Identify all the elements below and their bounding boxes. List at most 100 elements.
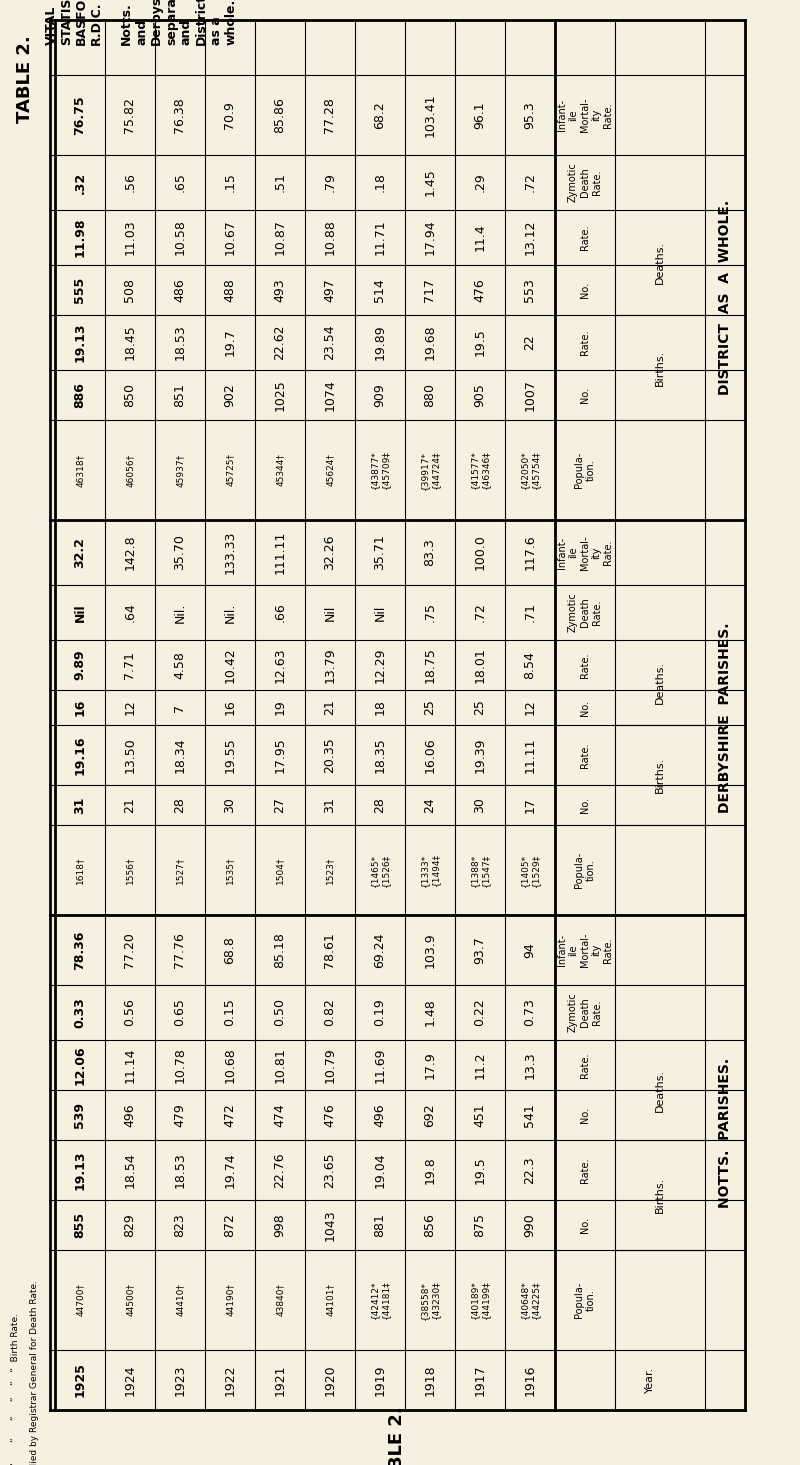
- Text: 68.8: 68.8: [223, 936, 237, 964]
- Text: Nil: Nil: [323, 604, 337, 621]
- Text: 103.9: 103.9: [423, 932, 437, 968]
- Text: Nil: Nil: [374, 604, 386, 621]
- Text: 851: 851: [174, 382, 186, 407]
- Text: 45624†: 45624†: [326, 454, 334, 486]
- Text: 1043: 1043: [323, 1209, 337, 1241]
- Text: .75: .75: [423, 602, 437, 623]
- Text: 0.82: 0.82: [323, 999, 337, 1027]
- Text: 19.74: 19.74: [223, 1151, 237, 1188]
- Text: 717: 717: [423, 278, 437, 302]
- Text: 7.71: 7.71: [123, 650, 137, 678]
- Text: 16.06: 16.06: [423, 737, 437, 774]
- Text: 45344†: 45344†: [275, 454, 285, 486]
- Text: 9.89: 9.89: [74, 649, 86, 680]
- Text: 12.63: 12.63: [274, 648, 286, 683]
- Text: 1074: 1074: [323, 379, 337, 410]
- Text: 496: 496: [123, 1103, 137, 1127]
- Text: 474: 474: [274, 1103, 286, 1127]
- Text: 27: 27: [274, 797, 286, 813]
- Text: Rate.: Rate.: [580, 330, 590, 355]
- Text: 24: 24: [423, 797, 437, 813]
- Text: 10.78: 10.78: [174, 1047, 186, 1083]
- Text: 13.3: 13.3: [523, 1052, 537, 1078]
- Text: 496: 496: [374, 1103, 386, 1127]
- Text: 0.22: 0.22: [474, 999, 486, 1027]
- Text: 19.7: 19.7: [223, 328, 237, 356]
- Text: 28: 28: [374, 797, 386, 813]
- Text: 77.20: 77.20: [123, 932, 137, 968]
- Text: DISTRICT  AS  A  WHOLE.: DISTRICT AS A WHOLE.: [718, 199, 732, 396]
- Text: 10.81: 10.81: [274, 1047, 286, 1083]
- Text: 514: 514: [374, 278, 386, 302]
- Text: 12.29: 12.29: [374, 648, 386, 683]
- Text: 32.26: 32.26: [323, 535, 337, 570]
- Text: 45725†: 45725†: [226, 454, 234, 486]
- Text: 855: 855: [74, 1212, 86, 1238]
- Text: 829: 829: [123, 1213, 137, 1236]
- Text: Infant-
ile
Mortal-
ity
Rate.: Infant- ile Mortal- ity Rate.: [557, 933, 614, 967]
- Text: 19: 19: [274, 700, 286, 715]
- Text: 0.19: 0.19: [374, 999, 386, 1027]
- Text: 11.11: 11.11: [523, 737, 537, 772]
- Text: † “      “       “      “     “    “   “  Birth Rate.: † “ “ “ “ “ “ “ Birth Rate.: [10, 1314, 19, 1465]
- Text: 1025: 1025: [274, 379, 286, 410]
- Text: 1.48: 1.48: [423, 999, 437, 1027]
- Text: 77.76: 77.76: [174, 932, 186, 968]
- Text: 18.75: 18.75: [423, 648, 437, 683]
- Text: Rate.: Rate.: [580, 224, 590, 251]
- Text: 7: 7: [174, 703, 186, 712]
- Text: 76.38: 76.38: [174, 97, 186, 133]
- Text: Rate.: Rate.: [580, 743, 590, 768]
- Text: No.: No.: [580, 1108, 590, 1124]
- Text: Deaths.: Deaths.: [655, 661, 665, 705]
- Text: 68.2: 68.2: [374, 101, 386, 129]
- Text: 20.35: 20.35: [323, 737, 337, 774]
- Text: 28: 28: [174, 797, 186, 813]
- Text: Deaths.: Deaths.: [655, 240, 665, 284]
- Text: 11.03: 11.03: [123, 220, 137, 255]
- Text: 70.9: 70.9: [223, 101, 237, 129]
- Text: 77.28: 77.28: [323, 97, 337, 133]
- Text: 1535†: 1535†: [226, 856, 234, 883]
- Text: 850: 850: [123, 382, 137, 407]
- Text: 23.54: 23.54: [323, 325, 337, 360]
- Text: 32.2: 32.2: [74, 538, 86, 568]
- Text: No.: No.: [580, 699, 590, 715]
- Text: 17: 17: [523, 797, 537, 813]
- Text: No.: No.: [580, 797, 590, 813]
- Text: .65: .65: [174, 173, 186, 192]
- Text: 541: 541: [523, 1103, 537, 1127]
- Text: 12: 12: [523, 700, 537, 715]
- Text: 18.01: 18.01: [474, 648, 486, 683]
- Text: Popula-
tion.: Popula- tion.: [574, 851, 596, 888]
- Text: 902: 902: [223, 384, 237, 407]
- Text: 44410†: 44410†: [175, 1283, 185, 1317]
- Text: {40189*
{44199‡: {40189* {44199‡: [470, 1280, 490, 1320]
- Text: 100.0: 100.0: [474, 535, 486, 570]
- Text: 35.71: 35.71: [374, 535, 386, 570]
- Text: 1917: 1917: [474, 1364, 486, 1396]
- Text: 476: 476: [474, 278, 486, 302]
- Text: .72: .72: [474, 602, 486, 623]
- Text: 497: 497: [323, 278, 337, 302]
- Text: 990: 990: [523, 1213, 537, 1236]
- Text: 823: 823: [174, 1213, 186, 1236]
- Text: 10.88: 10.88: [323, 220, 337, 255]
- Text: 21: 21: [123, 797, 137, 813]
- Text: 17.95: 17.95: [274, 737, 286, 774]
- Text: 539: 539: [74, 1102, 86, 1128]
- Text: 10.87: 10.87: [274, 220, 286, 255]
- Text: 22.62: 22.62: [274, 325, 286, 360]
- Text: 45937†: 45937†: [175, 454, 185, 486]
- Text: 1922: 1922: [223, 1364, 237, 1396]
- Text: DERBYSHIRE  PARISHES.: DERBYSHIRE PARISHES.: [718, 623, 732, 813]
- Text: 555: 555: [74, 277, 86, 303]
- Text: {1333*
{1494‡: {1333* {1494‡: [420, 854, 440, 886]
- Text: 18: 18: [374, 700, 386, 715]
- Text: {1405*
{1529‡: {1405* {1529‡: [520, 854, 541, 886]
- Text: 16: 16: [74, 699, 86, 716]
- Text: * Figures supplied by Registrar General for Death Rate.: * Figures supplied by Registrar General …: [30, 1280, 39, 1465]
- Text: 30: 30: [474, 797, 486, 813]
- Text: Zymotic
Death
Rate.: Zymotic Death Rate.: [568, 993, 602, 1033]
- Text: VITAL STATISTICS BASFORD R.D.C.  Notts. and Derbys separately and District as a : VITAL STATISTICS BASFORD R.D.C. Notts. a…: [45, 0, 238, 45]
